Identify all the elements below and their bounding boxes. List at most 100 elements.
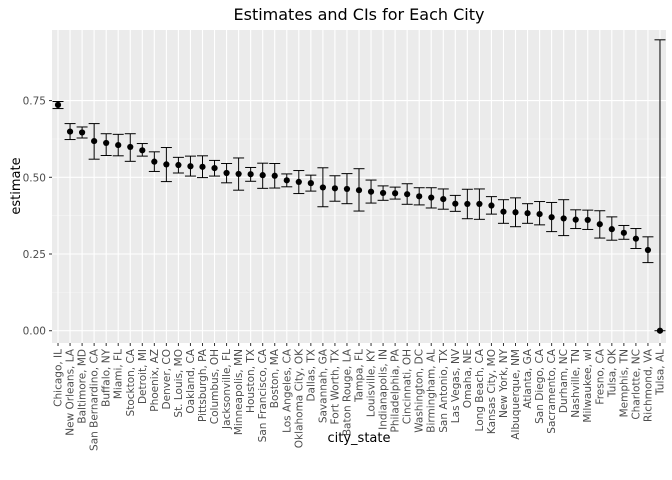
- x-tick-label: Boston, MA: [269, 348, 281, 408]
- x-tick-label: Fresno, CA: [594, 348, 606, 404]
- x-tick-label: Tampa, FL: [354, 349, 366, 403]
- estimate-point: [91, 137, 98, 145]
- estimate-point: [54, 101, 62, 108]
- data-marks: [52, 39, 666, 334]
- x-axis-title: city_state: [328, 431, 391, 446]
- estimate-point: [151, 158, 158, 165]
- estimate-point: [103, 139, 110, 147]
- x-tick-label: Chicago, IL: [53, 349, 65, 407]
- x-tick-label: Milwaukee, wI: [582, 349, 594, 423]
- x-tick-label: Washington, DC: [414, 349, 426, 433]
- x-tick-label: Buffalo, NY: [101, 348, 113, 406]
- chart-title: Estimates and CIs for Each City: [234, 5, 485, 24]
- y-axis-title: estimate: [9, 157, 24, 214]
- estimate-point: [259, 172, 266, 179]
- estimate-point: [512, 209, 519, 216]
- estimate-point: [379, 189, 387, 197]
- x-tick-label: Sacramento, CA: [546, 348, 558, 434]
- estimate-point: [187, 163, 194, 170]
- x-tick-label: Denver, CO: [161, 349, 173, 409]
- x-tick-label: Detroit, MI: [137, 349, 149, 404]
- estimate-point: [355, 187, 363, 194]
- estimate-point: [175, 161, 182, 169]
- x-tick-label: Durham, NC: [558, 349, 570, 413]
- y-tick-label: 0.00: [23, 326, 46, 338]
- x-tick-label: Houston, TX: [245, 349, 257, 413]
- x-tick-label: Atlanta, GA: [522, 348, 534, 408]
- estimate-point: [536, 211, 543, 218]
- estimate-point: [428, 194, 435, 201]
- x-tick-label: Omaha, NE: [462, 349, 474, 408]
- x-tick-label: Indianapolis, IN: [378, 349, 390, 430]
- estimate-point: [307, 180, 314, 187]
- estimate-point: [367, 188, 375, 195]
- estimate-point: [560, 215, 567, 222]
- estimate-point: [620, 229, 627, 236]
- estimate-point: [572, 216, 579, 223]
- y-axis: 0.00 0.25 0.50 0.75: [23, 96, 52, 338]
- x-tick-label: New Orleans, LA: [65, 348, 77, 436]
- x-tick-label: Louisville, KY: [366, 348, 378, 417]
- estimate-point: [247, 171, 254, 178]
- x-tick-label: Philadelphia, PA: [390, 348, 402, 432]
- x-tick-label: Pittsburgh, PA: [197, 348, 209, 422]
- estimate-point: [440, 195, 447, 203]
- estimate-point: [211, 164, 218, 172]
- x-tick-label: Birmingham, AL: [426, 349, 438, 433]
- x-tick-label: Memphis, TN: [618, 349, 630, 417]
- x-tick-label: Oakland, CA: [185, 348, 197, 413]
- estimate-point: [596, 221, 603, 228]
- estimate-point: [319, 184, 326, 191]
- x-tick-label: Dallas, TX: [305, 349, 317, 402]
- x-tick-label: San Bernardino, CA: [89, 348, 101, 451]
- y-tick-label: 0.75: [23, 96, 46, 108]
- y-tick-label: 0.50: [23, 172, 46, 184]
- estimate-point: [392, 190, 399, 197]
- estimate-point: [223, 169, 230, 177]
- x-tick-label: Baltimore, MD: [77, 349, 89, 424]
- x-tick-label: Jacksonville, FL: [221, 349, 233, 430]
- x-axis: Chicago, IL New Orleans, LA Baltimore, MD S…: [53, 343, 666, 451]
- estimate-point: [115, 141, 122, 149]
- x-tick-label: San Diego, CA: [534, 348, 546, 424]
- x-tick-label: San Antonio, TX: [438, 349, 450, 433]
- x-tick-label: New York, NY: [498, 348, 510, 418]
- x-tick-label: Tulsa, OK: [606, 348, 618, 398]
- x-tick-label: Stockton, CA: [125, 348, 137, 416]
- estimate-point: [283, 177, 290, 184]
- estimate-point: [584, 216, 591, 224]
- estimate-point: [343, 185, 351, 193]
- estimate-point: [524, 210, 531, 217]
- estimate-point: [78, 129, 86, 136]
- x-tick-label: Cincinnati, OH: [402, 349, 414, 424]
- estimate-point: [644, 246, 652, 254]
- estimate-point: [416, 193, 423, 200]
- x-tick-label: Oklahoma City, OK: [293, 348, 305, 448]
- x-tick-label: Los Angeles, CA: [281, 348, 293, 433]
- estimate-point: [476, 200, 483, 208]
- x-tick-label: Phoenix, AZ: [149, 349, 161, 412]
- estimate-point: [163, 161, 170, 168]
- estimate-point: [404, 191, 411, 198]
- estimate-point: [488, 202, 495, 209]
- estimate-point: [632, 235, 640, 242]
- estimate-point: [452, 200, 459, 207]
- x-tick-label: Tulsa, AL: [654, 349, 666, 396]
- estimate-point: [656, 327, 664, 334]
- estimate-point: [331, 185, 339, 192]
- estimate-point: [199, 163, 206, 170]
- x-tick-label: Miami, FL: [113, 349, 125, 399]
- estimate-point: [500, 208, 507, 215]
- estimate-point: [127, 143, 134, 151]
- x-tick-label: Baton Rouge, LA: [341, 348, 353, 436]
- x-tick-label: Las Vegas, NV: [450, 348, 462, 423]
- estimate-point: [271, 172, 278, 179]
- x-tick-label: Fort Worth, TX: [329, 349, 341, 424]
- estimate-point: [548, 214, 555, 221]
- estimate-point: [608, 226, 615, 233]
- x-tick-label: Albuquerque, NM: [510, 349, 522, 440]
- x-tick-label: Nashville, TN: [570, 349, 582, 418]
- x-tick-label: Charlotte, NC: [630, 349, 642, 420]
- x-tick-label: Columbus, OH: [209, 349, 221, 424]
